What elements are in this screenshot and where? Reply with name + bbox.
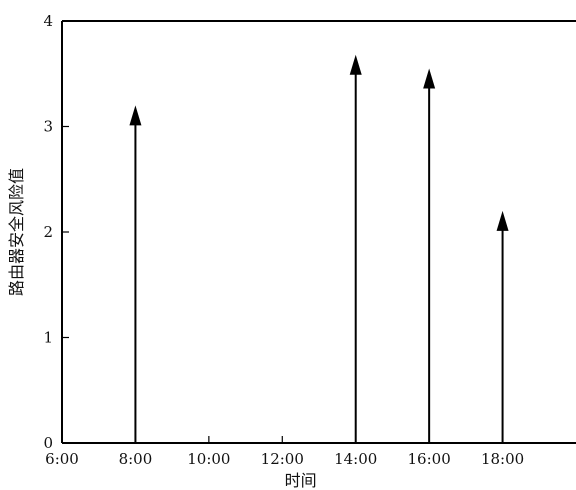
arrow-head <box>496 210 509 231</box>
x-tick-label: 14:00 <box>334 450 377 468</box>
y-tick-label: 3 <box>43 118 53 136</box>
data-marks <box>129 54 509 443</box>
data-arrow <box>129 105 142 443</box>
y-tick-label: 2 <box>43 223 53 241</box>
data-arrow <box>496 210 509 443</box>
x-tick-label: 10:00 <box>187 450 230 468</box>
x-tick-label: 8:00 <box>119 450 153 468</box>
data-arrow <box>423 68 436 443</box>
arrow-head <box>349 54 362 75</box>
y-tick-label: 1 <box>43 329 53 347</box>
arrow-head <box>423 68 436 89</box>
x-tick-label: 16:00 <box>408 450 451 468</box>
plot-area: 6:00 8:00 10:00 12:00 14:00 16:00 18:00 0 1 2 3 4 <box>43 12 576 468</box>
arrow-head <box>129 105 142 126</box>
data-arrow <box>349 54 362 443</box>
y-axis-title: 路由器安全风险值 <box>7 168 26 296</box>
x-tick-label: 6:00 <box>45 450 79 468</box>
y-ticks: 0 1 2 3 4 <box>43 12 69 452</box>
x-axis-title: 时间 <box>285 471 317 490</box>
y-tick-label: 0 <box>43 434 53 452</box>
x-tick-label: 18:00 <box>481 450 524 468</box>
y-tick-label: 4 <box>43 12 53 30</box>
x-ticks: 6:00 8:00 10:00 12:00 14:00 16:00 18:00 <box>45 436 524 468</box>
x-tick-label: 12:00 <box>261 450 304 468</box>
